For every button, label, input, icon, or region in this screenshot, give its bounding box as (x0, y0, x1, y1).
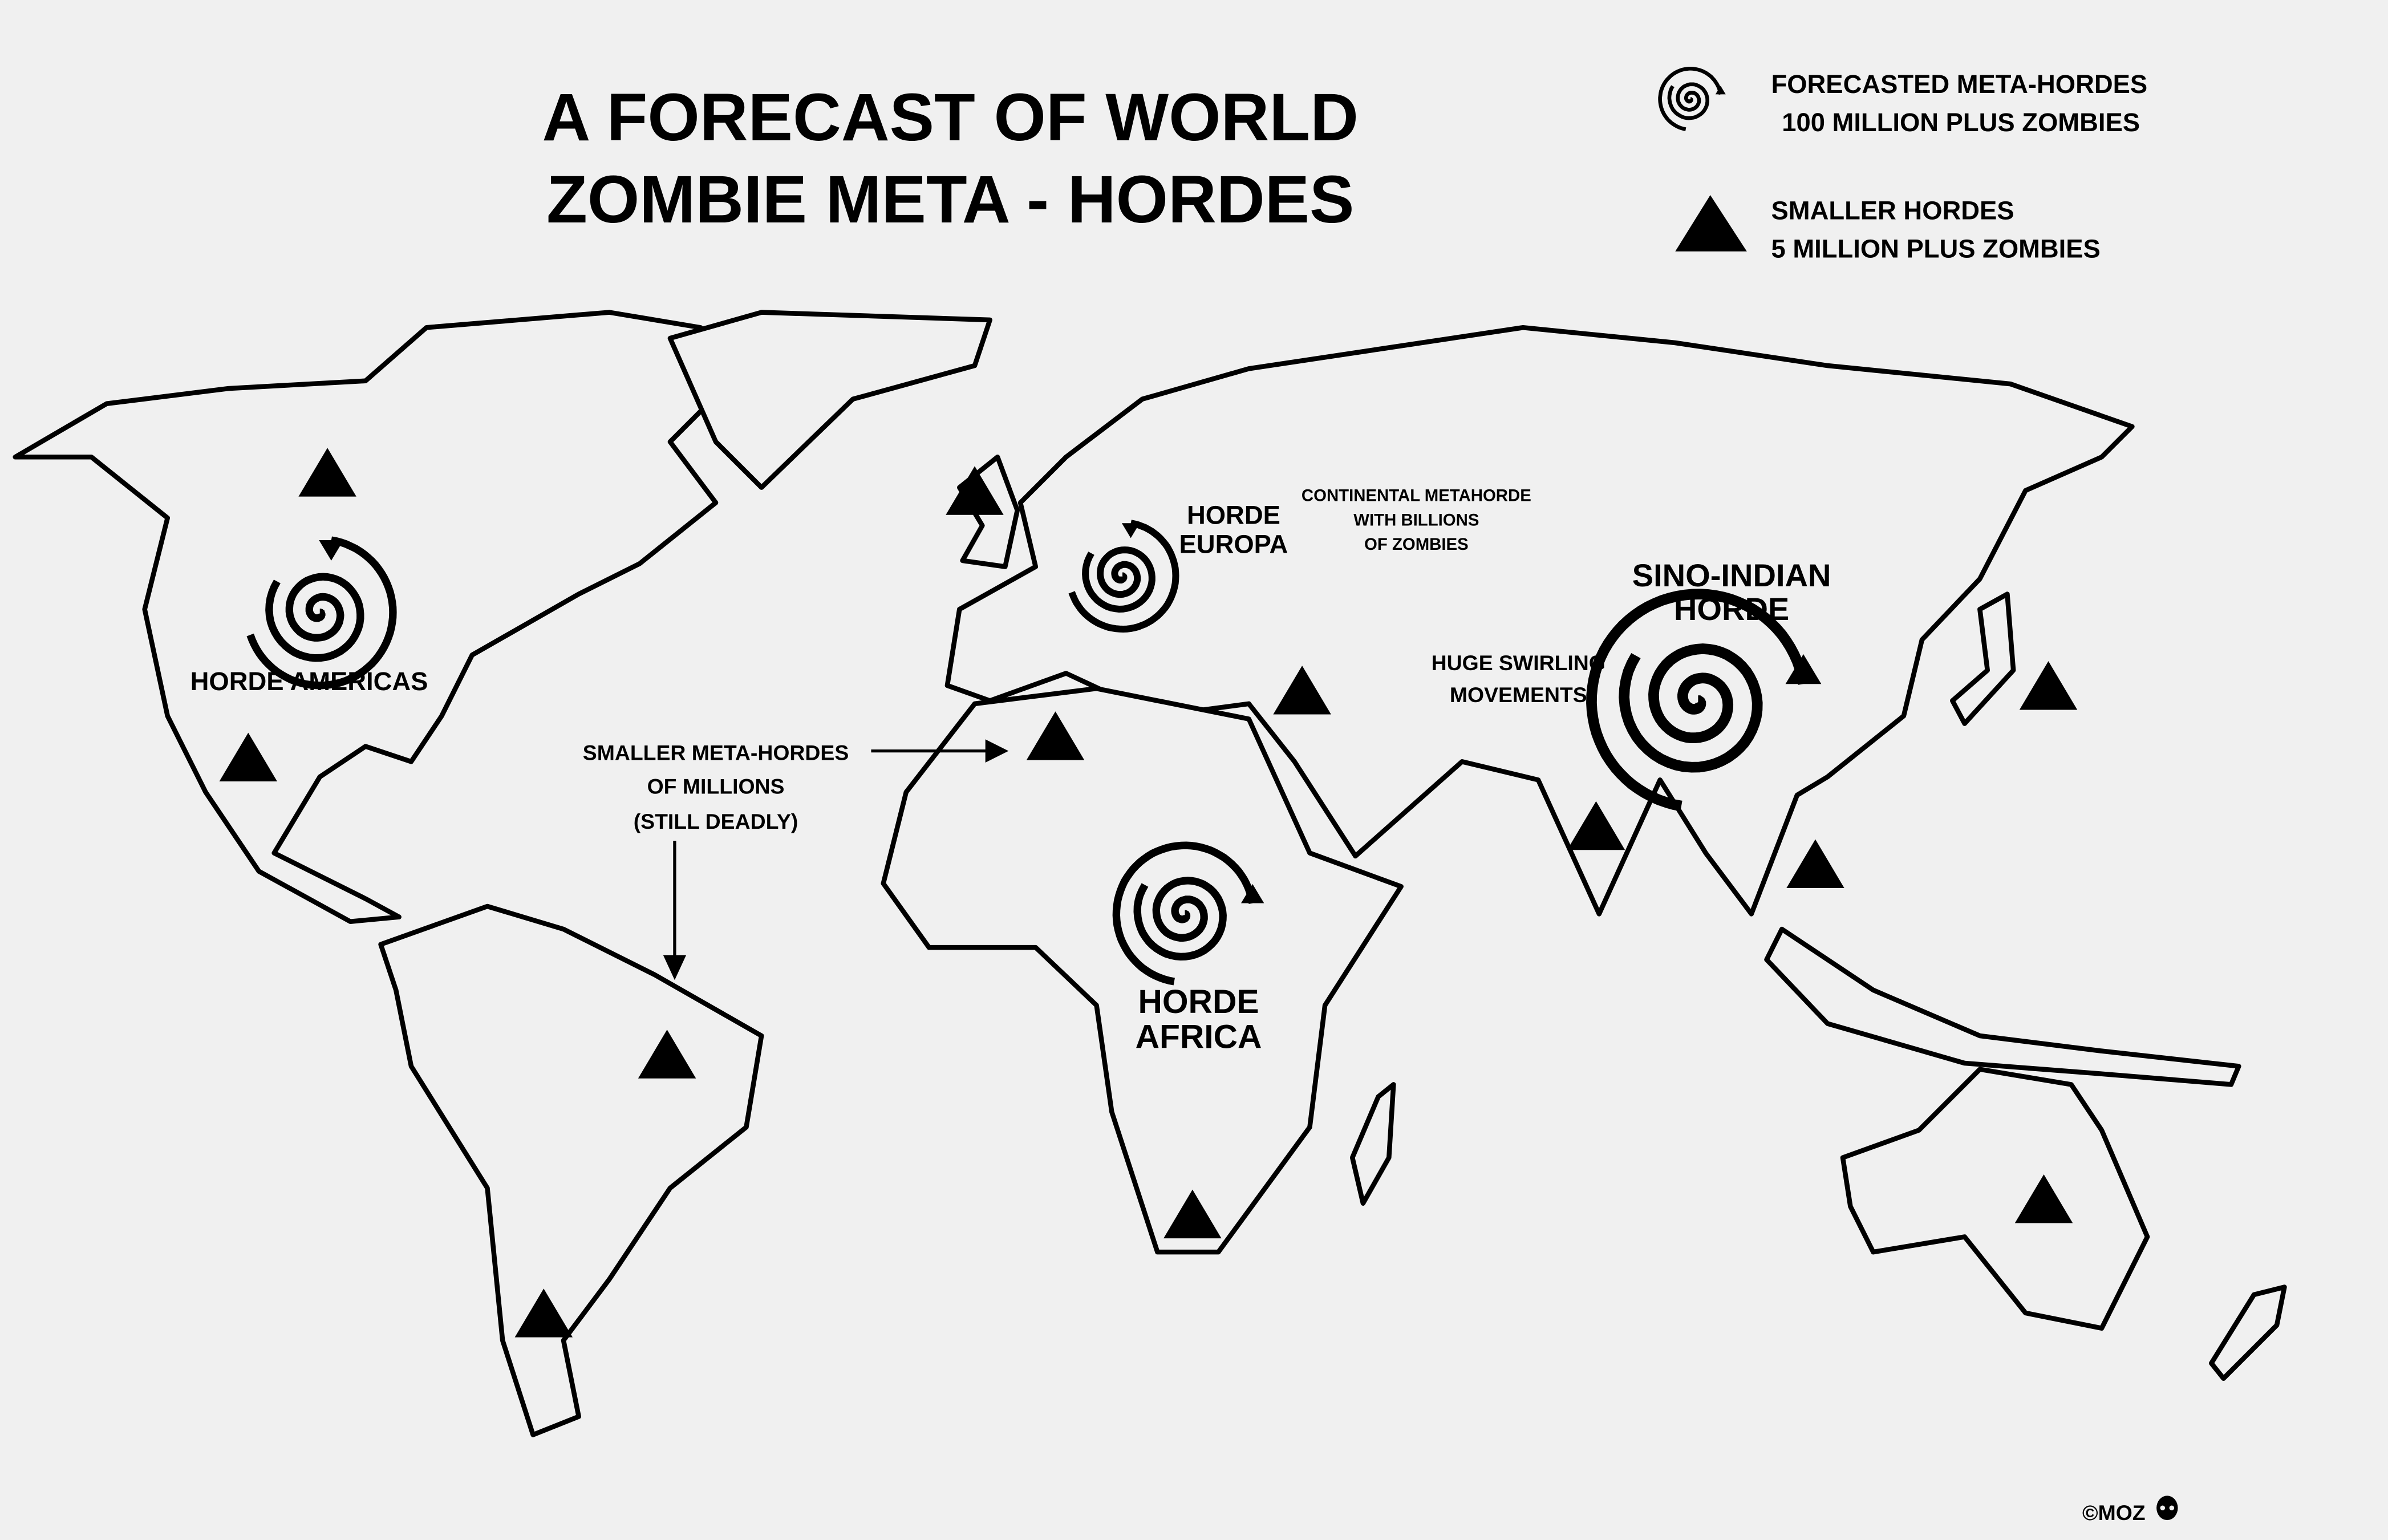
legend-spiral (1658, 66, 1726, 131)
indonesia (1764, 926, 2241, 1087)
south-america (378, 903, 764, 1437)
australia (1840, 1067, 2150, 1331)
label-africa-1: HORDE (1138, 983, 1259, 1020)
horde-triangle (946, 466, 1004, 515)
horde-triangle (298, 448, 356, 497)
spiral-line (1667, 82, 1709, 120)
horde-triangle (1026, 711, 1085, 760)
spiral-line (1082, 546, 1156, 613)
label-africa-2: AFRICA (1136, 1018, 1262, 1055)
spiral-arrow-icon (1658, 66, 1726, 131)
spiral-line (1619, 643, 1763, 773)
north-america (13, 310, 734, 924)
label-europa-1: HORDE (1187, 501, 1280, 530)
label-continental-3: OF ZOMBIES (1364, 535, 1469, 554)
legend: FORECASTED META-HORDES 100 MILLION PLUS … (1658, 66, 2148, 263)
label-smaller-meta-2: OF MILLIONS (647, 774, 785, 798)
arrowhead (1240, 884, 1264, 903)
eurasia (944, 325, 2135, 917)
arrowhead (319, 540, 344, 561)
title-line-2: ZOMBIE META - HORDES (546, 162, 1354, 237)
label-sino-indian-2: HORDE (1674, 591, 1789, 627)
smaller-hordes (219, 448, 2078, 1338)
spiral-arrow-arc (1586, 589, 1809, 812)
pointer-arrows (663, 739, 1009, 980)
spiral-arrow-arc (246, 536, 397, 690)
label-smaller-meta-3: (STILL DEADLY) (634, 809, 798, 833)
label-smaller-meta-1: SMALLER META-HORDES (583, 741, 849, 765)
label-swirling-1: HUGE SWIRLING (1432, 651, 1605, 675)
label-continental-1: CONTINENTAL METAHORDE (1302, 487, 1531, 505)
spiral-horde-africa (1112, 841, 1264, 986)
greenland (667, 310, 992, 490)
japan (1950, 591, 2016, 726)
legend-smaller-line-1: SMALLER HORDES (1771, 196, 2014, 225)
madagascar (1349, 1082, 1396, 1206)
horde-triangle (2014, 1174, 2073, 1223)
spiral-horde-americas (246, 536, 397, 690)
horde-triangle (1786, 839, 1844, 888)
labels: HORDE AMERICAS HORDE EUROPA CONTINENTAL … (190, 487, 1831, 1056)
horde-triangle (514, 1288, 573, 1338)
spiral-arrow-arc (1068, 520, 1179, 633)
horde-triangle (1567, 801, 1625, 850)
label-swirling-2: MOVEMENTS (1450, 683, 1587, 707)
horde-triangle (1163, 1189, 1222, 1239)
label-sino-indian-1: SINO-INDIAN (1632, 557, 1831, 593)
arrowhead (1121, 523, 1140, 538)
spiral-arrow-arc (1658, 66, 1723, 131)
meta-hordes (246, 520, 1822, 986)
arrow-down-head (663, 955, 687, 980)
label-continental-2: WITH BILLIONS (1353, 510, 1479, 529)
legend-meta-line-1: FORECASTED META-HORDES (1771, 70, 2148, 99)
new-zealand (2208, 1284, 2287, 1381)
horde-triangle (638, 1030, 696, 1079)
legend-meta-line-2: 100 MILLION PLUS ZOMBIES (1782, 108, 2140, 137)
spiral-horde-europa (1068, 520, 1179, 633)
legend-smaller-line-2: 5 MILLION PLUS ZOMBIES (1771, 234, 2101, 263)
label-horde-americas: HORDE AMERICAS (190, 667, 428, 696)
horde-triangle (219, 732, 277, 782)
spiral-sino-indian-horde (1586, 589, 1822, 812)
credit: ©MOZ (2082, 1501, 2146, 1525)
arrow-right-head (985, 739, 1009, 763)
title-line-1: A FORECAST OF WORLD (542, 80, 1359, 155)
spiral-line (1133, 877, 1227, 961)
label-europa-2: EUROPA (1179, 529, 1288, 558)
spiral-line (265, 573, 364, 662)
spiral-arrow-arc (1112, 841, 1256, 986)
arrowhead (1785, 654, 1822, 684)
skull-icon (2156, 1496, 2178, 1521)
horde-triangle (1273, 666, 1331, 715)
continents (13, 310, 2287, 1437)
title: A FORECAST OF WORLD ZOMBIE META - HORDES (542, 80, 1359, 237)
horde-triangle (2019, 661, 2078, 710)
triangle-icon (1675, 194, 1747, 252)
arrowhead (1715, 86, 1726, 95)
